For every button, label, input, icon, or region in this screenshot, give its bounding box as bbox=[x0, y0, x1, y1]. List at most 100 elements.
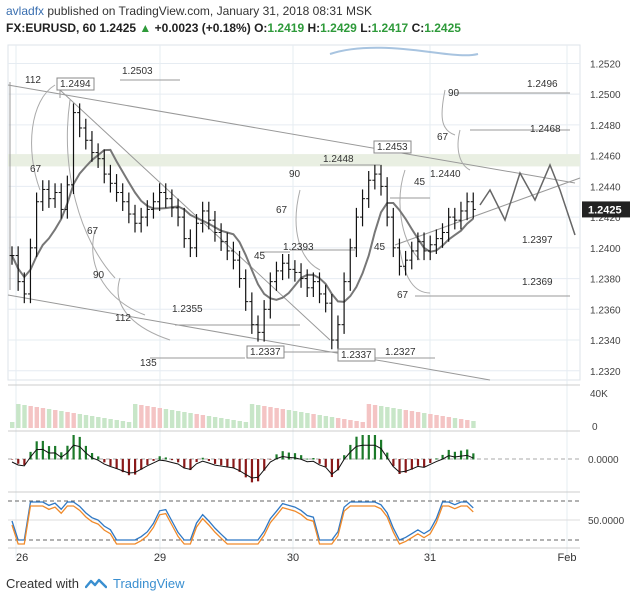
macd-hist-1 bbox=[17, 459, 20, 464]
volume-bar-30 bbox=[194, 414, 199, 428]
volume-bar-47 bbox=[299, 412, 304, 428]
macd-hist-11 bbox=[78, 436, 81, 460]
volume-bar-46 bbox=[292, 411, 298, 428]
level-label-9: 1.2369 bbox=[522, 277, 553, 288]
volume-bar-29 bbox=[188, 413, 193, 428]
macd-hist-28 bbox=[183, 459, 186, 469]
macd-hist-30 bbox=[195, 459, 198, 463]
macd-hist-62 bbox=[392, 459, 395, 467]
last-price: 1.2425 bbox=[99, 21, 137, 35]
tradingview-link[interactable]: TradingView bbox=[112, 576, 185, 591]
level-label-11: 1.2337 bbox=[250, 347, 281, 358]
time-axis[interactable]: 26 29 30 31 Feb bbox=[8, 547, 580, 564]
macd-line bbox=[11, 444, 474, 479]
close-label: C: bbox=[411, 21, 425, 35]
fan-label-5: 135 bbox=[140, 358, 157, 369]
symbol-label: FX:EURUSD, 60 bbox=[6, 21, 97, 35]
candle-20 bbox=[132, 204, 138, 233]
candle-60 bbox=[378, 164, 384, 196]
fan-label-9: 45 bbox=[374, 242, 386, 253]
fan-label-6: 90 bbox=[289, 169, 301, 180]
candle-46 bbox=[292, 260, 298, 282]
price-chart[interactable]: 1.2503 1.2494 1.2496 1.2468 1.2453 1.2448 1.24… bbox=[0, 40, 639, 570]
price-tick-7: 1.2380 bbox=[590, 275, 621, 286]
volume-pane: 40K 0 bbox=[8, 384, 608, 433]
macd-hist-72 bbox=[453, 451, 456, 460]
macd-tick: 0.0000 bbox=[588, 455, 619, 466]
price-tick-3: 1.2460 bbox=[590, 152, 621, 163]
macd-hist-2 bbox=[23, 459, 26, 465]
macd-hist-39 bbox=[250, 459, 254, 483]
level-label-0: 1.2503 bbox=[122, 66, 153, 77]
volume-bar-43 bbox=[274, 408, 279, 428]
candle-36 bbox=[230, 241, 236, 270]
candle-51 bbox=[323, 284, 329, 313]
fan-labels: 112 67 67 90 112 135 90 67 45 45 90 67 45 67 bbox=[25, 75, 460, 369]
grid-lines bbox=[7, 44, 581, 558]
fan-arc-4 bbox=[295, 189, 321, 271]
candle-29 bbox=[187, 229, 193, 258]
candle-47 bbox=[298, 263, 304, 288]
stoch-d-line bbox=[11, 505, 474, 545]
level-box-12 bbox=[337, 348, 376, 362]
volume-bar-27 bbox=[176, 411, 181, 428]
fan-label-0: 112 bbox=[25, 75, 41, 86]
volume-bar-17 bbox=[114, 420, 119, 428]
level-labels: 1.2503 1.2494 1.2496 1.2468 1.2453 1.2448 1.24… bbox=[56, 66, 561, 362]
volume-bar-62 bbox=[391, 408, 396, 428]
volume-bar-13 bbox=[89, 416, 95, 428]
macd-hist-69 bbox=[435, 458, 438, 460]
fan-arc-3 bbox=[117, 277, 171, 341]
high-value: 1.2429 bbox=[320, 21, 357, 35]
volume-bar-26 bbox=[169, 410, 175, 428]
fan-label-2: 67 bbox=[87, 226, 99, 237]
up-arrow-icon: ▲ bbox=[139, 21, 152, 35]
trend-line-1 bbox=[59, 89, 331, 341]
volume-bar-74 bbox=[465, 420, 470, 428]
candle-50 bbox=[317, 272, 322, 304]
level-label-2: 1.2496 bbox=[527, 79, 558, 90]
macd-hist-21 bbox=[140, 459, 143, 470]
candle-3 bbox=[27, 238, 33, 304]
volume-bar-36 bbox=[231, 420, 236, 428]
candle-39 bbox=[249, 292, 255, 334]
candle-42 bbox=[267, 272, 273, 319]
trend-drawings bbox=[7, 79, 581, 381]
macd-hist-71 bbox=[447, 449, 450, 460]
macd-hist-49 bbox=[312, 458, 315, 460]
macd-hist-38 bbox=[244, 459, 247, 478]
macd-hist-33 bbox=[213, 459, 217, 464]
macd-hist-35 bbox=[226, 459, 229, 467]
time-tick-3: 31 bbox=[424, 552, 436, 564]
level-label-7: 1.2397 bbox=[522, 235, 553, 246]
macd-hist-68 bbox=[429, 459, 432, 463]
candle-56 bbox=[353, 207, 359, 258]
candle-49 bbox=[310, 272, 316, 298]
macd-hist-67 bbox=[423, 459, 426, 468]
last-price-tag bbox=[582, 201, 630, 218]
trend-line-0 bbox=[7, 84, 576, 184]
author-link[interactable]: avladfx bbox=[6, 4, 45, 18]
candle-33 bbox=[212, 210, 218, 242]
volume-bar-54 bbox=[342, 419, 347, 428]
price-axis[interactable]: 1.25201.25001.24801.24601.24401.24201.24… bbox=[582, 59, 630, 378]
level-label-8: 1.2393 bbox=[283, 242, 314, 253]
volume-bar-11 bbox=[77, 414, 83, 428]
candle-11 bbox=[77, 103, 83, 138]
chart-header: avladfx published on TradingView.com, Ja… bbox=[6, 3, 461, 37]
candle-5 bbox=[40, 180, 46, 211]
tradingview-logo-icon bbox=[84, 578, 107, 588]
candle-18 bbox=[120, 183, 126, 211]
candle-28 bbox=[181, 207, 187, 248]
candle-14 bbox=[95, 143, 101, 168]
volume-tick-1: 0 bbox=[592, 422, 598, 433]
candle-8 bbox=[58, 183, 64, 219]
volume-bar-68 bbox=[428, 414, 433, 428]
candle-31 bbox=[200, 201, 206, 233]
candle-6 bbox=[46, 180, 52, 208]
macd-hist-43 bbox=[275, 454, 278, 460]
volume-bar-5 bbox=[40, 408, 46, 428]
volume-bar-66 bbox=[415, 412, 421, 428]
volume-bar-7 bbox=[53, 410, 58, 428]
volume-bar-64 bbox=[403, 410, 408, 428]
